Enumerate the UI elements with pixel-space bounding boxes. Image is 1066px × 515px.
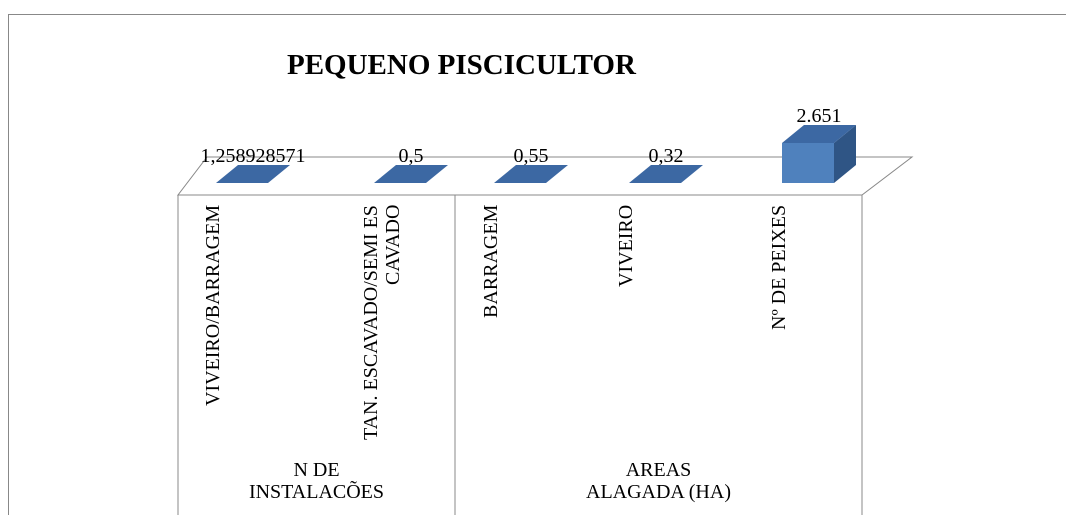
x-tick-label: BARRAGEM (480, 205, 502, 319)
bar-side (426, 164, 448, 183)
bar (782, 125, 856, 183)
data-label: 1,258928571 (200, 144, 306, 167)
bar (374, 164, 448, 183)
bar-side (268, 164, 290, 183)
chart-border (8, 14, 1066, 515)
bar (494, 164, 568, 183)
bar-top (494, 164, 568, 183)
bar-top (374, 164, 448, 183)
bar-side (834, 125, 856, 183)
bar-top (782, 125, 856, 143)
group-label: N DE INSTALACÕES (248, 459, 385, 503)
data-label: 2.651 (796, 105, 842, 127)
chart-title: PEQUENO PISCICULTOR (287, 49, 636, 81)
bar-side (546, 164, 568, 183)
bar-front (782, 143, 834, 183)
x-tick-label: VIVEIRO/BARRAGEM (202, 205, 224, 407)
bar-top (216, 164, 290, 183)
data-label: 0,32 (648, 144, 684, 167)
bar-top (629, 164, 703, 183)
bar-side (681, 164, 703, 183)
x-tick-label: VIVEIRO (615, 205, 637, 288)
bar (216, 164, 290, 183)
x-tick-label: TAN. ESCAVADO/SEMI ESCAVADO (360, 205, 404, 440)
x-tick-label: Nº DE PEIXES (768, 205, 790, 331)
data-label: 0,5 (398, 144, 424, 167)
group-label: AREAS ALAGADA (HA) (586, 459, 731, 503)
data-label: 0,55 (513, 144, 549, 167)
bar (629, 164, 703, 183)
floor (176, 156, 914, 196)
